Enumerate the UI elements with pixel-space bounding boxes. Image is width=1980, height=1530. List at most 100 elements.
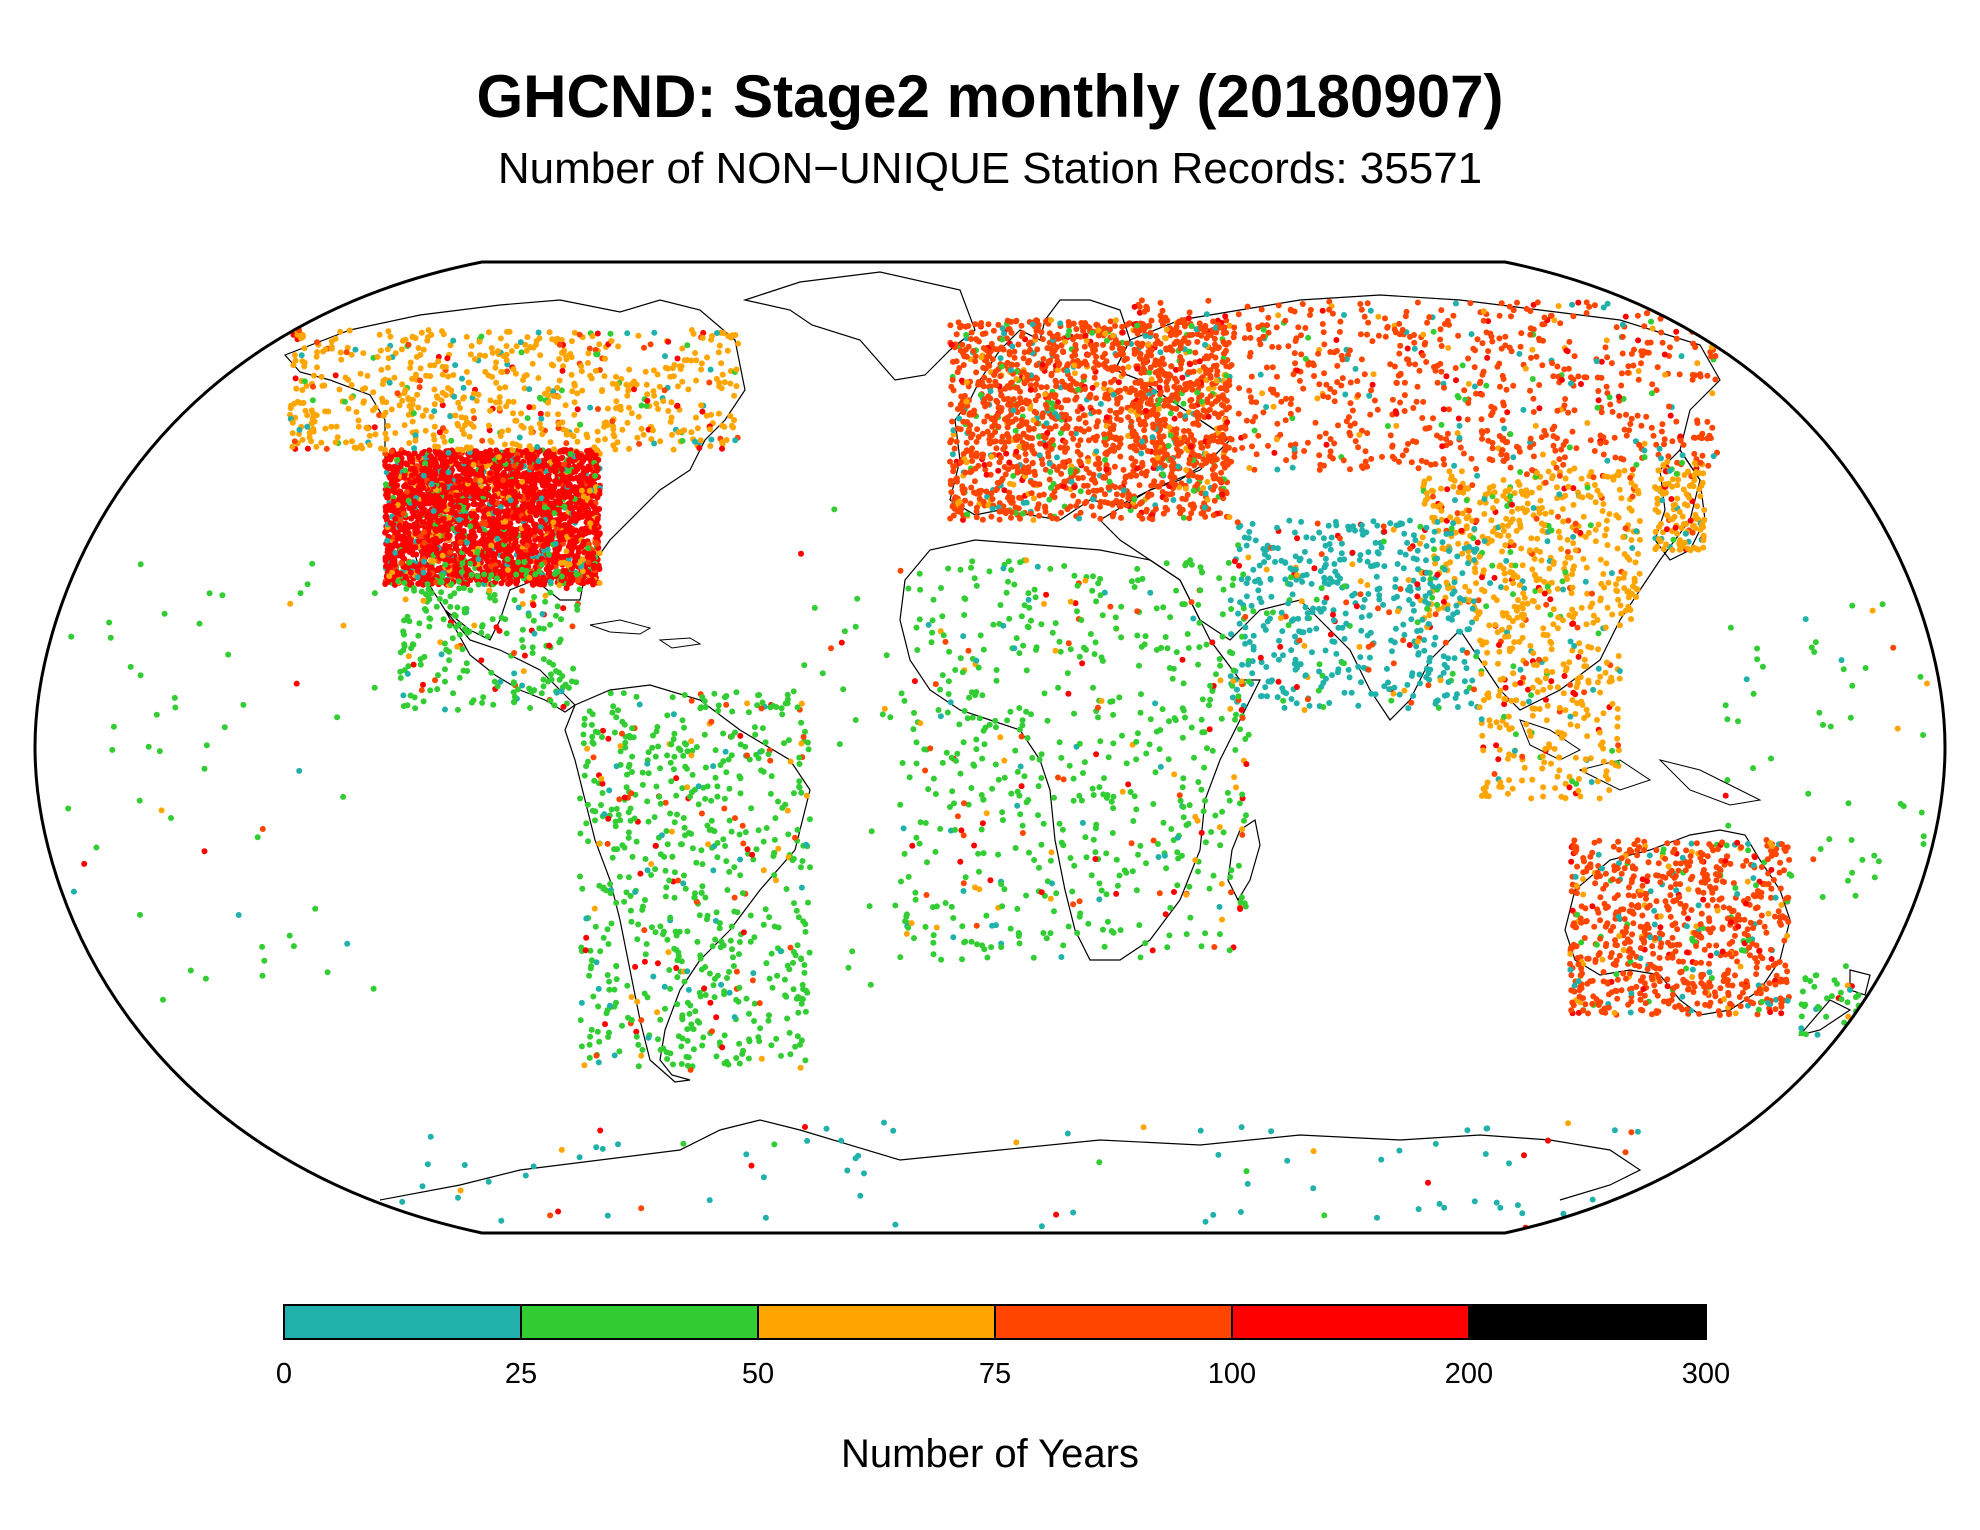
station-marker (514, 455, 521, 462)
station-marker (332, 335, 339, 342)
station-marker (492, 364, 499, 371)
station-marker (701, 731, 708, 738)
station-marker (565, 468, 572, 475)
station-marker (517, 462, 524, 469)
station-marker (773, 877, 779, 884)
station-marker (370, 389, 377, 396)
station-marker (457, 405, 463, 411)
station-marker (1071, 370, 1078, 377)
station-marker (697, 993, 704, 1000)
station-marker (337, 328, 344, 335)
station-marker (547, 439, 554, 446)
station-marker (466, 379, 473, 386)
station-marker (388, 406, 395, 413)
station-marker (654, 724, 661, 730)
station-marker (484, 454, 491, 461)
station-marker (515, 559, 522, 566)
station-marker (736, 939, 743, 945)
station-marker (593, 1052, 600, 1059)
station-marker (502, 518, 509, 525)
station-marker (509, 470, 516, 477)
station-marker (408, 472, 415, 479)
station-marker (434, 463, 441, 470)
station-marker (407, 539, 413, 546)
station-marker (419, 412, 426, 419)
station-marker (414, 574, 421, 581)
station-marker (470, 697, 477, 704)
station-marker (796, 783, 803, 790)
station-marker (415, 345, 422, 351)
station-marker (799, 858, 806, 864)
station-marker (382, 430, 389, 437)
station-marker (727, 413, 734, 420)
station-marker (450, 337, 457, 344)
station-marker (642, 856, 649, 862)
station-marker (644, 391, 651, 398)
station-marker (728, 828, 735, 835)
station-marker (519, 587, 526, 594)
station-marker (593, 959, 600, 966)
station-marker (525, 612, 532, 619)
station-marker (292, 357, 299, 364)
station-marker (417, 491, 424, 497)
station-marker (693, 744, 700, 750)
station-marker (563, 548, 570, 555)
station-marker (536, 420, 543, 427)
station-marker (590, 555, 597, 562)
station-marker (653, 783, 660, 790)
station-marker (667, 914, 674, 921)
station-marker (456, 674, 463, 681)
station-marker (386, 379, 393, 386)
station-marker (657, 923, 664, 930)
station-marker (563, 585, 570, 592)
station-marker (774, 972, 781, 979)
station-marker (409, 641, 416, 648)
station-marker (382, 555, 389, 562)
station-marker (1112, 322, 1118, 329)
station-marker (482, 352, 489, 359)
station-marker (296, 426, 303, 433)
station-marker (537, 529, 544, 536)
station-marker (468, 571, 475, 578)
station-marker (606, 978, 613, 985)
station-marker (767, 790, 774, 797)
caribbean-outline (589, 619, 702, 649)
station-marker (698, 366, 705, 373)
station-marker (792, 1043, 799, 1050)
station-marker (737, 872, 744, 879)
station-marker (650, 732, 656, 739)
station-marker (412, 437, 419, 444)
station-marker (374, 353, 381, 360)
station-marker (412, 530, 419, 537)
station-marker (405, 450, 412, 457)
station-marker (634, 936, 641, 943)
station-marker (627, 805, 634, 812)
station-marker (445, 373, 452, 380)
station-marker (550, 519, 557, 526)
station-marker (416, 384, 423, 391)
station-marker (714, 783, 721, 790)
station-marker (421, 558, 427, 565)
station-marker (590, 564, 597, 571)
station-marker (742, 829, 749, 836)
station-marker (411, 445, 418, 452)
station-marker (407, 569, 414, 576)
station-marker (417, 481, 424, 488)
station-marker (606, 787, 613, 794)
station-marker (584, 360, 591, 366)
station-marker (609, 854, 616, 861)
map-subtitle: Number of NON−UNIQUE Station Records: 35… (497, 144, 1483, 193)
station-marker (387, 456, 394, 463)
station-marker (496, 405, 503, 412)
station-marker (539, 463, 546, 470)
station-marker (737, 790, 744, 797)
station-marker (715, 702, 722, 709)
station-marker (597, 948, 604, 955)
station-marker (666, 967, 673, 973)
station-marker (524, 415, 531, 422)
station-marker (565, 482, 572, 489)
station-marker (554, 603, 561, 610)
station-marker (545, 448, 552, 455)
station-marker (443, 462, 450, 469)
